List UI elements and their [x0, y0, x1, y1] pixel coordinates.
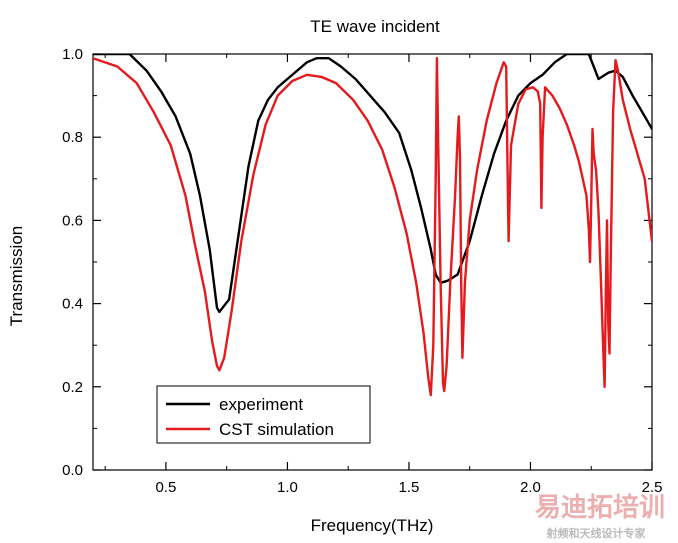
- chart-title: TE wave incident: [310, 17, 440, 36]
- legend-box: [156, 385, 371, 444]
- watermark: 易迪拓培训 射频和天线设计专家: [535, 493, 665, 540]
- watermark-subtitle: 射频和天线设计专家: [546, 526, 647, 540]
- series-line-cst-simulation: [93, 57, 652, 397]
- y-tick-label: 0.6: [62, 212, 83, 229]
- legend-label-experiment: experiment: [219, 395, 303, 414]
- watermark-title: 易迪拓培训: [535, 493, 665, 523]
- x-tick-label: 2.5: [642, 479, 663, 496]
- x-tick-label: 0.5: [155, 479, 176, 496]
- y-tick-label: 1.0: [62, 46, 83, 63]
- x-tick-label: 2.0: [520, 479, 541, 496]
- y-tick-label: 0.8: [62, 129, 83, 146]
- tick-labels: 0.5 1.0 1.5 2.0 2.5 0.0 0.2 0.4 0.6 0.8 1.0: [62, 46, 662, 496]
- y-tick-label: 0.4: [62, 296, 83, 313]
- series-line-experiment: [93, 54, 652, 314]
- x-axis-label: Frequency(THz): [311, 516, 434, 535]
- y-axis-label: Transmission: [7, 226, 26, 326]
- x-tick-label: 1.0: [277, 479, 298, 496]
- axis-ticks: [93, 53, 653, 471]
- x-tick-label: 1.5: [399, 479, 420, 496]
- series-layer: [93, 54, 652, 397]
- y-tick-label: 0.0: [62, 462, 83, 479]
- y-tick-label: 0.2: [62, 379, 83, 396]
- legend-label-cst-simulation: CST simulation: [219, 420, 334, 439]
- legend: experiment CST simulation: [156, 385, 371, 444]
